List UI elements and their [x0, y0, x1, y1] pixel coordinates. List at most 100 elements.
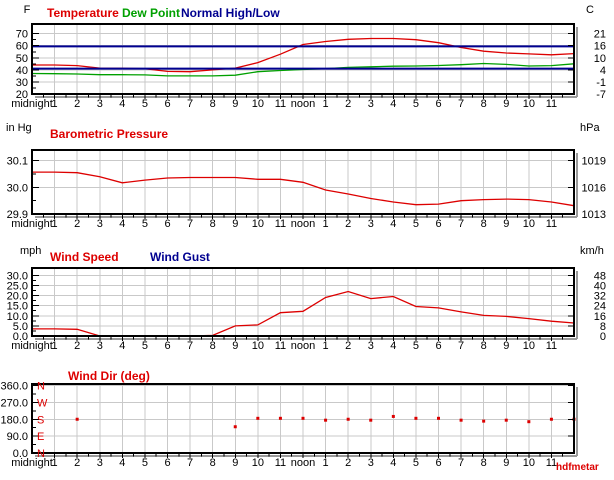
plot-shadow: [35, 387, 578, 457]
x-axis-hour-label: 4: [119, 218, 125, 230]
y-axis-tick-label-right: 24: [594, 301, 606, 313]
x-axis-hour-label: 1: [323, 218, 329, 230]
y-axis-tick-label-left: 270.0: [0, 397, 28, 409]
wind-dir-marker: [346, 417, 350, 421]
y-axis-tick-label-right: 21: [594, 29, 606, 41]
y-axis-tick-label-right: 16: [594, 41, 606, 53]
legend-temperature: Temperature: [47, 6, 119, 20]
plot-shadow: [35, 271, 578, 340]
x-axis-hour-label: 2: [74, 218, 80, 230]
wind-dir-marker: [391, 414, 395, 418]
y-axis-tick-label-right: -1: [596, 77, 606, 89]
x-axis-hour-label: noon: [291, 340, 315, 352]
y-axis-tick-label-right: 8: [600, 321, 606, 333]
axis-ticks: [33, 33, 573, 99]
y-axis-tick-label-right: 16: [594, 311, 606, 323]
x-axis-hour-label: 7: [187, 98, 193, 110]
x-axis-hour-label: 3: [368, 98, 374, 110]
x-axis-hour-label: 6: [435, 340, 441, 352]
x-axis-hour-label: 4: [390, 218, 396, 230]
y-axis-tick-label-right: 4: [600, 65, 606, 77]
x-axis-hour-label: 7: [187, 218, 193, 230]
x-axis-hour-label: 6: [164, 340, 170, 352]
x-axis-hour-label: 7: [458, 457, 464, 469]
x-axis-hour-label: 5: [142, 218, 148, 230]
x-axis-hour-label: 8: [210, 218, 216, 230]
x-axis-hour-label: 3: [368, 218, 374, 230]
y-axis-tick-label-right: 48: [594, 270, 606, 282]
x-axis-hour-label: 6: [435, 98, 441, 110]
y-axis-tick-label-left: 20: [16, 89, 28, 101]
pressure-unit-left-label: in Hg: [6, 122, 32, 134]
wind-dir-marker: [256, 416, 260, 420]
wind-dir-marker: [324, 418, 328, 422]
x-axis-hour-label: 2: [74, 98, 80, 110]
x-axis-hour-label: 2: [345, 340, 351, 352]
y-axis-tick-label-right: 10: [594, 53, 606, 65]
x-axis-hour-label: 6: [164, 457, 170, 469]
y-axis-tick-label-left: 70: [16, 29, 28, 41]
x-axis-hour-label: midnight: [11, 98, 53, 110]
wind-dir-marker: [414, 416, 418, 420]
y-axis-tick-label-right: 0: [600, 331, 606, 343]
x-axis-hour-label: 4: [119, 340, 125, 352]
plot-border: [31, 149, 575, 215]
x-axis-hour-label: midnight: [11, 457, 53, 469]
compass-n-label: N: [37, 448, 45, 460]
x-axis-hour-label: midnight: [11, 218, 53, 230]
x-axis-hour-label: noon: [291, 218, 315, 230]
x-axis-hour-label: 5: [142, 98, 148, 110]
y-axis-tick-label-left: 90.0: [7, 431, 28, 443]
x-axis-hour-label: 8: [481, 218, 487, 230]
x-axis-hour-label: 2: [74, 457, 80, 469]
x-axis-hour-label: 9: [503, 98, 509, 110]
y-axis-tick-label-left: 50: [16, 53, 28, 65]
x-axis-hour-label: 11: [275, 457, 286, 469]
y-axis-tick-label-left: 5.0: [13, 321, 28, 333]
plot-border: [31, 383, 575, 454]
x-axis-hour-label: 8: [210, 457, 216, 469]
y-axis-tick-label-left: 0.0: [13, 448, 28, 460]
plot-border: [31, 267, 575, 337]
x-axis-hour-label: 6: [435, 457, 441, 469]
x-axis-hour-label: 8: [210, 340, 216, 352]
y-axis-tick-label-left: 20.0: [7, 291, 28, 303]
y-axis-tick-label-left: 60: [16, 41, 28, 53]
wind-dir-marker: [369, 418, 373, 422]
x-axis-hour-label: 10: [252, 340, 264, 352]
x-axis-hour-label: 4: [119, 457, 125, 469]
legend-wind-gust: Wind Gust: [150, 250, 210, 264]
x-axis-hour-label: 1: [323, 457, 329, 469]
x-axis-hour-label: 8: [210, 98, 216, 110]
y-axis-tick-label-right: 32: [594, 291, 606, 303]
y-axis-tick-label-left: 30.0: [7, 182, 28, 194]
x-axis-hour-label: 10: [523, 218, 535, 230]
x-axis-hour-label: 3: [97, 218, 103, 230]
x-axis-hour-label: 4: [390, 98, 396, 110]
y-axis-tick-label-left: 180.0: [0, 414, 28, 426]
y-axis-tick-label-left: 15.0: [7, 301, 28, 313]
y-axis-tick-label-left: 30.0: [7, 270, 28, 282]
legend-wind-speed: Wind Speed: [50, 250, 119, 264]
temperature-unit-right-label: C: [586, 4, 594, 16]
x-axis-hour-label: 9: [503, 340, 509, 352]
x-axis-hour-label: 11: [546, 457, 557, 469]
x-axis-hour-label: 3: [97, 98, 103, 110]
x-axis-hour-label: 10: [252, 457, 264, 469]
y-axis-tick-label-right: -7: [596, 89, 606, 101]
compass-w-label: W: [37, 397, 48, 409]
x-axis-hour-label: 5: [142, 340, 148, 352]
wind-dir-marker: [233, 425, 237, 429]
wind-unit-right-label: km/h: [580, 245, 604, 257]
series-barometric-pressure: [32, 171, 575, 207]
y-axis-tick-label-left: 40: [16, 65, 28, 77]
x-axis-hour-label: 5: [142, 457, 148, 469]
x-axis-hour-label: 5: [413, 98, 419, 110]
compass-s-label: S: [37, 414, 44, 426]
x-axis-hour-label: 4: [390, 457, 396, 469]
y-axis-tick-label-right: 1013: [582, 209, 606, 221]
